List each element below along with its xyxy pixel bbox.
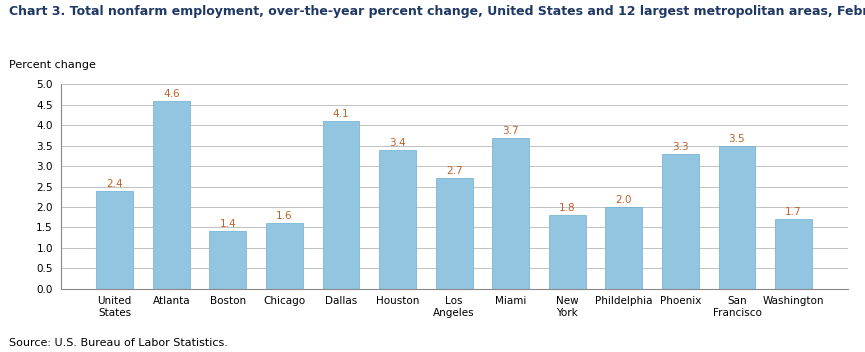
Bar (209, 232, 247, 289)
Text: 1.6: 1.6 (276, 211, 292, 221)
Bar (492, 138, 529, 289)
Text: 4.6: 4.6 (163, 89, 180, 99)
Text: Chart 3. Total nonfarm employment, over-the-year percent change, United States a: Chart 3. Total nonfarm employment, over-… (9, 5, 865, 18)
Bar (379, 150, 416, 289)
Text: 2.4: 2.4 (106, 178, 123, 189)
Text: 1.8: 1.8 (559, 203, 575, 213)
Text: 2.0: 2.0 (616, 195, 632, 205)
Text: 1.4: 1.4 (220, 219, 236, 230)
Bar (719, 146, 755, 289)
Bar (266, 223, 303, 289)
Text: 4.1: 4.1 (333, 109, 349, 119)
Bar (662, 154, 699, 289)
Bar (549, 215, 586, 289)
Bar (775, 219, 812, 289)
Text: 3.5: 3.5 (728, 134, 746, 144)
Text: Percent change: Percent change (9, 61, 95, 70)
Bar (436, 178, 472, 289)
Text: Source: U.S. Bureau of Labor Statistics.: Source: U.S. Bureau of Labor Statistics. (9, 339, 227, 348)
Bar (323, 121, 359, 289)
Text: 2.7: 2.7 (445, 166, 463, 176)
Bar (153, 101, 189, 289)
Bar (606, 207, 642, 289)
Text: 1.7: 1.7 (785, 207, 802, 217)
Text: 3.3: 3.3 (672, 142, 689, 152)
Text: 3.7: 3.7 (503, 126, 519, 136)
Text: 3.4: 3.4 (389, 138, 406, 148)
Bar (96, 191, 133, 289)
